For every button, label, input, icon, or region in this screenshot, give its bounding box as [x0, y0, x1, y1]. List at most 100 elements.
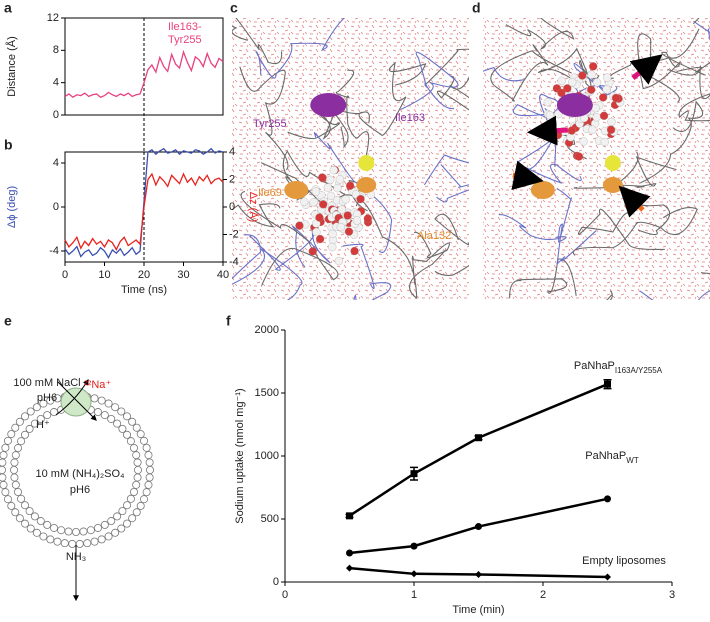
lipid-head	[100, 520, 109, 529]
lipid-head	[118, 507, 127, 516]
marker	[410, 542, 418, 550]
backbone	[555, 223, 597, 266]
lipid-head	[142, 488, 151, 497]
series-name-sub: I163A/Y255A	[615, 366, 663, 375]
series-line	[64, 172, 224, 252]
water-sphere	[308, 247, 317, 256]
residue-label: Tyr255	[253, 118, 287, 130]
residue-label: Ile69	[258, 187, 282, 199]
marker	[604, 495, 611, 503]
panel-label: f	[226, 313, 231, 329]
backbone	[232, 234, 303, 300]
ammonia-label: NH₃	[66, 551, 86, 563]
y-tick-label: 0	[53, 201, 59, 213]
lipid-head	[128, 417, 137, 426]
lipid-head	[93, 408, 102, 417]
lipid-head	[60, 539, 69, 548]
water-sphere	[329, 166, 338, 175]
lipid-head	[83, 539, 92, 548]
lipid-head	[145, 458, 154, 467]
water-sphere	[309, 198, 318, 207]
water-sphere	[600, 137, 609, 147]
lipid-head	[132, 423, 141, 432]
lipid-head	[53, 537, 62, 546]
backbone	[676, 61, 710, 73]
x-tick-label: 10	[98, 269, 110, 281]
lipid-head	[0, 480, 8, 489]
backbone	[498, 188, 572, 241]
lipid-head	[25, 424, 34, 433]
water-sphere	[568, 78, 577, 87]
lipid-head	[128, 514, 137, 523]
lipid-head	[0, 451, 8, 460]
marker	[346, 549, 353, 557]
structure-image-c	[232, 18, 469, 300]
water-sphere	[337, 205, 346, 214]
annotation: Ile163-	[168, 21, 202, 33]
y-tick-label: 4	[53, 157, 59, 169]
sodium-ion	[604, 155, 621, 171]
lipid-head	[39, 532, 48, 541]
x-tick-label: 0	[282, 589, 288, 601]
lipid-head	[20, 430, 29, 439]
panel-label: a	[4, 0, 12, 16]
backbone	[335, 69, 370, 162]
lipid-head	[93, 523, 102, 532]
marker	[604, 380, 611, 388]
lipid-head	[133, 458, 142, 467]
lipid-head	[145, 473, 154, 482]
x-tick-label: 1	[411, 589, 417, 601]
lipid-head	[20, 501, 29, 510]
lipid-head	[11, 423, 20, 432]
backbone	[255, 18, 346, 79]
series-line	[349, 566, 608, 579]
lipid-head	[113, 512, 122, 521]
arrow	[618, 185, 651, 218]
residue-label: Ile163	[395, 112, 425, 124]
x-tick-label: 0	[62, 269, 68, 281]
backbone	[287, 108, 341, 140]
water-sphere	[319, 200, 328, 209]
lipid-head	[72, 528, 81, 537]
y-tick-label: 0	[273, 576, 279, 588]
y-tick-label: 4	[53, 77, 59, 89]
lipid-head	[136, 501, 145, 510]
backbone	[537, 47, 600, 88]
lipid-head	[1, 488, 10, 497]
y2-tick-label: -2	[229, 228, 239, 240]
arrow	[511, 160, 544, 191]
lipid-head	[30, 419, 39, 428]
lipid-head	[133, 473, 142, 482]
x-axis-label: Time (min)	[452, 604, 504, 616]
lipid-head	[117, 524, 126, 533]
lipid-head	[129, 444, 138, 453]
x-tick-label: 30	[177, 269, 189, 281]
marker	[410, 470, 418, 478]
x-tick-label: 2	[540, 589, 546, 601]
backbone	[313, 132, 393, 253]
backbone	[358, 61, 427, 136]
ala-residue	[356, 177, 377, 193]
ala-residue	[602, 177, 623, 193]
tyr-residue	[556, 93, 593, 117]
backbone	[412, 231, 450, 285]
water-sphere	[592, 113, 601, 122]
lipid-head	[123, 501, 132, 510]
water-sphere	[333, 183, 342, 193]
water-sphere	[295, 221, 304, 230]
ile-residue	[284, 181, 309, 199]
structure-image-d	[483, 18, 710, 300]
series-line	[349, 497, 608, 555]
lipid-head	[111, 528, 120, 537]
water-sphere	[557, 76, 566, 85]
lipid-head	[126, 494, 135, 503]
lipid-head	[90, 394, 99, 403]
backbone	[232, 203, 281, 228]
water-sphere	[567, 126, 576, 135]
lipid-head	[17, 437, 26, 446]
lipid-head	[64, 527, 73, 536]
water-sphere	[563, 84, 572, 93]
y2-axis-label: Δz (Å)	[247, 192, 260, 223]
water-sphere	[607, 117, 616, 127]
lipid-head	[11, 451, 20, 460]
